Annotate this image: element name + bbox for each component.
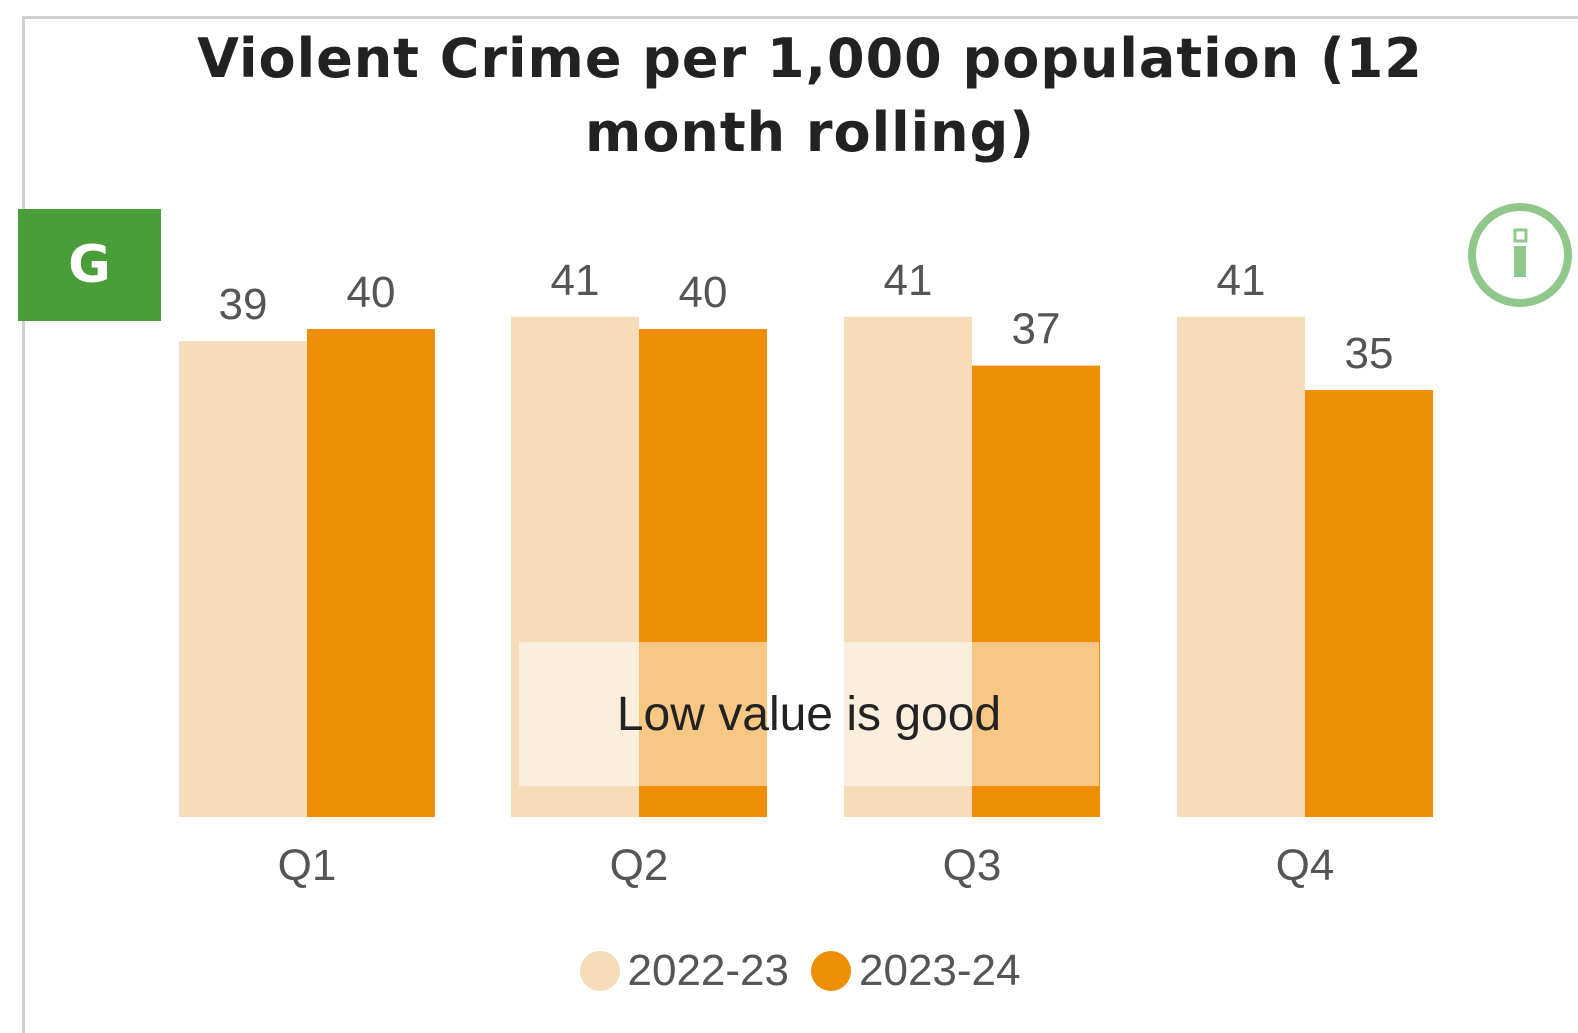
chart-legend: 2022-23 2023-24 [0, 946, 1578, 996]
data-label-q4-2022-23: 41 [1217, 256, 1266, 305]
legend-swatch-2022-23 [579, 951, 620, 991]
legend-item-2022-23: 2022-23 [579, 946, 789, 996]
x-tick-label-q4: Q4 [1276, 841, 1335, 890]
bar-q1-2022-23 [179, 341, 307, 817]
legend-swatch-2023-24 [811, 951, 851, 991]
chart-title: Violent Crime per 1,000 population (12 m… [197, 27, 1423, 164]
info-icon[interactable] [1466, 201, 1574, 309]
data-label-q2-2023-24: 40 [679, 268, 728, 317]
legend-label-2022-23: 2022-23 [627, 946, 789, 995]
bar-q4-2023-24 [1305, 390, 1433, 817]
x-tick-label-q3: Q3 [943, 841, 1002, 890]
low-value-is-good-note: Low value is good [519, 642, 1099, 786]
data-label-q1-2022-23: 39 [219, 280, 268, 329]
data-label-q1-2023-24: 40 [347, 268, 396, 317]
data-label-q2-2022-23: 41 [551, 256, 600, 305]
rag-status-badge: G [18, 209, 161, 321]
bar-q1-2023-24 [307, 329, 435, 817]
data-label-q3-2023-24: 37 [1012, 305, 1061, 354]
legend-label-2023-24: 2023-24 [859, 946, 1021, 995]
x-tick-label-q2: Q2 [610, 841, 669, 890]
legend-item-2023-24: 2023-24 [811, 946, 1020, 996]
data-label-q3-2022-23: 41 [884, 256, 933, 305]
data-label-q4-2023-24: 35 [1345, 329, 1394, 378]
x-tick-label-q1: Q1 [278, 841, 337, 890]
bar-q4-2022-23 [1177, 316, 1305, 817]
